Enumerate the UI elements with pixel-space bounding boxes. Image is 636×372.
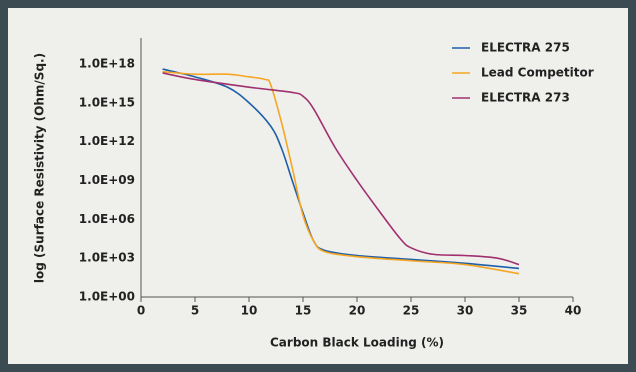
series-line	[162, 70, 520, 275]
series-line	[162, 68, 520, 270]
legend-label: ELECTRA 275	[481, 41, 570, 55]
x-tick-label: 5	[191, 304, 199, 318]
x-tick-label: 15	[295, 304, 312, 318]
y-tick-label: 1.0E+00	[79, 290, 135, 304]
y-tick-label: 1.0E+03	[79, 251, 135, 265]
x-axis-label: Carbon Black Loading (%)	[270, 336, 444, 350]
y-tick-label: 1.0E+09	[79, 173, 135, 187]
chart-frame	[8, 8, 628, 364]
y-tick-label: 1.0E+18	[79, 56, 135, 70]
x-tick-label: 10	[241, 304, 258, 318]
legend-label: ELECTRA 273	[481, 91, 570, 105]
x-tick-label: 0	[137, 304, 145, 318]
x-tick-label: 20	[349, 304, 366, 318]
y-tick-label: 1.0E+12	[79, 134, 135, 148]
y-tick-label: 1.0E+15	[79, 95, 135, 109]
y-axis-label: log (Surface Resistivity (Ohm/Sq.)	[33, 53, 47, 283]
x-tick-label: 40	[565, 304, 582, 318]
y-tick-label: 1.0E+06	[79, 212, 135, 226]
x-tick-label: 30	[457, 304, 474, 318]
x-tick-label: 25	[403, 304, 420, 318]
series-line	[162, 72, 520, 266]
legend-label: Lead Competitor	[481, 66, 594, 80]
x-tick-label: 35	[511, 304, 528, 318]
